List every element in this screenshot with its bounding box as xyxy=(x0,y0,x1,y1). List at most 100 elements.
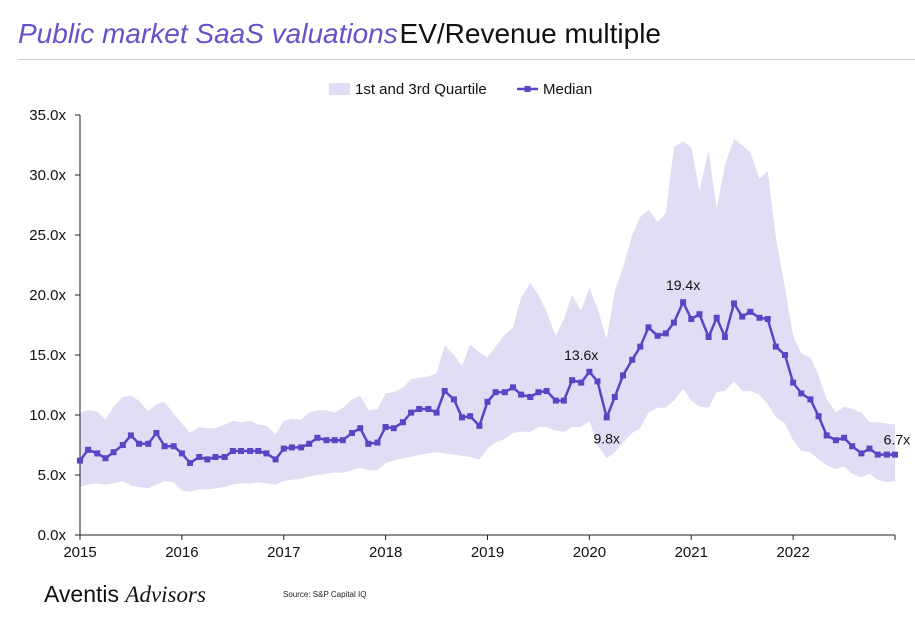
median-point xyxy=(492,389,499,396)
median-point xyxy=(858,450,865,457)
median-point xyxy=(705,334,712,340)
x-tick-label: 2016 xyxy=(165,544,198,561)
median-point xyxy=(127,432,134,439)
median-point xyxy=(390,425,397,432)
median-point xyxy=(798,390,805,397)
median-point xyxy=(187,460,193,466)
median-point xyxy=(102,455,109,462)
median-point xyxy=(611,394,618,400)
median-point xyxy=(637,343,644,350)
data-label: 13.6x xyxy=(564,347,598,363)
legend-median-label: Median xyxy=(543,81,592,98)
brand-part2: Advisors xyxy=(125,582,206,607)
median-point xyxy=(832,437,839,444)
median-point xyxy=(713,314,720,321)
legend-band-swatch xyxy=(329,83,350,95)
y-tick-label: 25.0x xyxy=(29,227,66,244)
axes: 0.0x 5.0x 10.0x 15.0x 20.0x 25.0x 30.0x 35.0x 20… xyxy=(29,107,896,561)
median-point xyxy=(196,454,203,460)
x-tick-label: 2022 xyxy=(776,544,809,561)
x-tick-label: 2018 xyxy=(369,544,402,561)
median-point xyxy=(620,372,626,379)
median-point xyxy=(866,445,873,452)
median-point xyxy=(535,389,542,396)
median-point xyxy=(569,377,576,384)
median-point xyxy=(339,437,346,444)
median-point xyxy=(807,396,814,403)
median-point xyxy=(756,314,763,321)
median-point xyxy=(892,451,898,458)
brand-part1: Aventis xyxy=(44,581,120,607)
median-point xyxy=(782,352,788,358)
median-point xyxy=(680,299,687,306)
y-tick-label: 30.0x xyxy=(29,167,66,184)
x-tick-label: 2019 xyxy=(471,544,504,561)
median-point xyxy=(247,448,254,454)
median-point xyxy=(739,313,746,320)
chart-title-row: Public market SaaS valuations EV/Revenue… xyxy=(18,18,661,50)
median-point xyxy=(306,440,313,447)
median-point xyxy=(484,398,491,405)
median-point xyxy=(670,319,677,326)
chart-title: Public market SaaS valuations xyxy=(18,18,398,49)
data-label: 19.4x xyxy=(666,277,700,293)
x-tick-label: 2015 xyxy=(63,544,96,561)
median-point xyxy=(467,413,474,420)
median-point xyxy=(527,394,534,400)
median-point xyxy=(459,414,465,421)
median-point xyxy=(841,434,848,441)
median-point xyxy=(178,450,185,457)
source-note: Source: S&P Capital IQ xyxy=(283,590,367,599)
median-point xyxy=(170,443,177,450)
median-point xyxy=(153,430,160,436)
median-point xyxy=(255,448,262,454)
legend-band-label: 1st and 3rd Quartile xyxy=(355,81,487,98)
median-point xyxy=(161,443,168,450)
median-point xyxy=(110,449,117,456)
median-point xyxy=(594,378,601,385)
median-point xyxy=(94,450,101,457)
median-point xyxy=(382,424,389,430)
median-point xyxy=(298,444,305,451)
median-point xyxy=(586,368,593,375)
y-tick-label: 10.0x xyxy=(29,407,66,424)
y-tick-label: 35.0x xyxy=(29,107,66,124)
median-point xyxy=(331,437,338,444)
median-point xyxy=(747,308,754,315)
median-point xyxy=(603,414,610,421)
data-labels: 13.6x 9.8x 19.4x 6.7x xyxy=(564,277,910,447)
median-point xyxy=(552,397,559,404)
median-point xyxy=(221,454,228,460)
median-point xyxy=(85,446,92,453)
median-point xyxy=(764,316,771,322)
median-point xyxy=(815,413,822,420)
median-point xyxy=(696,311,703,318)
x-tick-label: 2020 xyxy=(573,544,606,561)
median-point xyxy=(272,456,279,463)
median-point xyxy=(136,440,143,447)
median-point xyxy=(883,451,890,458)
median-point xyxy=(229,448,236,454)
median-point xyxy=(263,450,270,457)
median-point xyxy=(399,419,406,426)
y-tick-label: 0.0x xyxy=(38,527,67,544)
median-point xyxy=(560,397,567,404)
x-tick-label: 2017 xyxy=(267,544,300,561)
median-point xyxy=(425,406,432,412)
median-point xyxy=(645,324,652,331)
median-point xyxy=(450,396,457,403)
median-point xyxy=(518,391,525,398)
median-point xyxy=(790,379,797,386)
median-point xyxy=(543,388,550,394)
median-point xyxy=(629,356,636,363)
median-point xyxy=(349,430,355,436)
median-point xyxy=(119,442,126,448)
x-tick-label: 2021 xyxy=(675,544,708,561)
median-point xyxy=(238,448,244,454)
median-point xyxy=(654,332,661,339)
median-point xyxy=(578,379,585,386)
median-point xyxy=(510,384,516,391)
median-point xyxy=(365,440,372,447)
median-point xyxy=(662,330,669,337)
